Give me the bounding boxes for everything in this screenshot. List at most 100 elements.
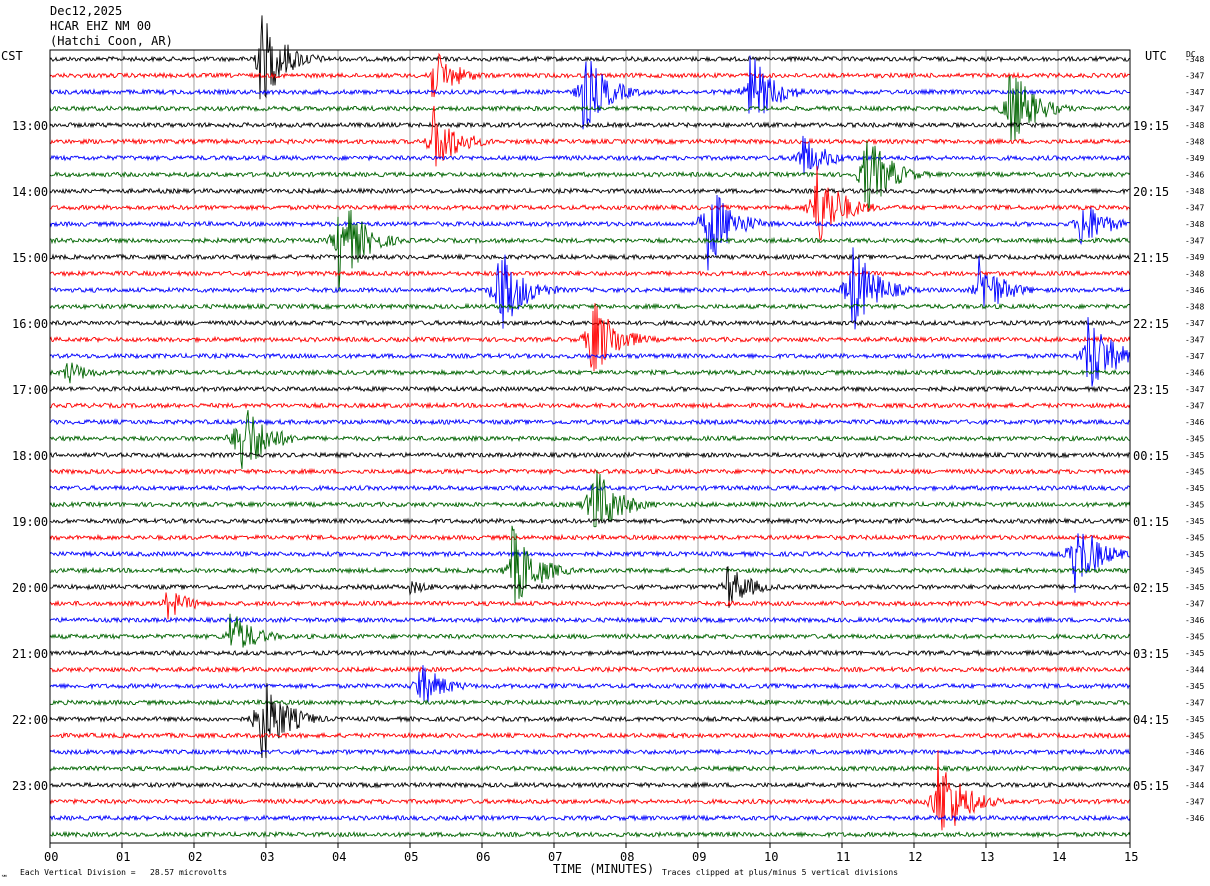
dc-offset-label: -348	[1185, 270, 1204, 279]
trace-line-12	[50, 253, 1131, 261]
x-tick-label-10: 10	[764, 850, 778, 864]
dc-offset-label: -344	[1185, 781, 1204, 790]
trace-line-5	[49, 105, 1131, 167]
left-timezone-label: CST	[1, 49, 23, 63]
right-hour-label: 02:15	[1133, 581, 1169, 595]
dc-offset-label: -347	[1185, 319, 1204, 328]
clip-note: Traces clipped at plus/minus 5 vertical …	[662, 868, 898, 877]
dc-offset-label: -347	[1185, 600, 1204, 609]
dc-offset-label: -345	[1185, 583, 1204, 592]
trace-line-15	[49, 302, 1131, 311]
left-hour-label: 20:00	[12, 581, 48, 595]
dc-offset-label: -347	[1185, 237, 1204, 246]
header-station: HCAR EHZ NM 00	[50, 19, 152, 33]
x-tick-label-15: 15	[1124, 850, 1138, 864]
left-hour-label: 19:00	[12, 515, 48, 529]
trace-line-18	[49, 317, 1131, 387]
trace-line-43	[49, 764, 1131, 773]
dc-offset-label: -346	[1185, 286, 1204, 295]
right-hour-label: 00:15	[1133, 449, 1169, 463]
trace-line-14	[49, 247, 1131, 330]
right-hour-label: 22:15	[1133, 317, 1169, 331]
trace-line-1	[49, 52, 1131, 98]
trace-line-35	[49, 613, 1131, 648]
x-tick-label-14: 14	[1052, 850, 1066, 864]
trace-line-46	[49, 814, 1131, 822]
dc-offset-label: -348	[1185, 187, 1204, 196]
dc-offset-label: -347	[1185, 105, 1204, 114]
trace-line-11	[49, 209, 1131, 292]
dc-offset-label: -346	[1185, 616, 1204, 625]
x-tick-label-07: 07	[548, 850, 562, 864]
trace-line-31	[49, 525, 1131, 604]
dc-offset-label: -346	[1185, 748, 1204, 757]
trace-line-21	[49, 401, 1131, 410]
trace-line-22	[49, 418, 1131, 426]
dc-offset-label: -344	[1185, 666, 1204, 675]
trace-line-27	[49, 470, 1131, 528]
right-hour-label: 05:15	[1133, 779, 1169, 793]
trace-line-19	[49, 362, 1131, 384]
dc-offset-label: -347	[1185, 765, 1204, 774]
dc-label: DC	[1186, 50, 1196, 59]
dc-offset-label: -345	[1185, 649, 1204, 658]
x-tick-label-01: 01	[116, 850, 130, 864]
dc-offset-label: -348	[1185, 121, 1204, 130]
vertical-division-note: Each Vertical Division = 28.57 microvolt…	[20, 868, 227, 877]
x-tick-label-08: 08	[620, 850, 634, 864]
trace-line-8	[49, 187, 1130, 195]
dc-offset-label: -345	[1185, 633, 1204, 642]
dc-offset-label: -347	[1185, 88, 1204, 97]
trace-line-16	[49, 319, 1131, 327]
left-hour-label: 15:00	[12, 251, 48, 265]
trace-line-28	[49, 517, 1131, 525]
dc-offset-label: -345	[1185, 732, 1204, 741]
trace-line-38	[49, 665, 1131, 704]
dc-offset-label: -346	[1185, 814, 1204, 823]
trace-line-26	[49, 484, 1131, 492]
left-hour-label: 17:00	[12, 383, 48, 397]
trace-line-41	[49, 731, 1131, 740]
right-hour-label: 21:15	[1133, 251, 1169, 265]
header-location: (Hatchi Coon, AR)	[50, 34, 173, 48]
trace-line-37	[49, 665, 1131, 674]
trace-line-45	[49, 749, 1131, 831]
right-timezone-label: UTC	[1145, 49, 1167, 63]
trace-line-44	[49, 781, 1131, 789]
trace-line-32	[49, 566, 1131, 608]
dc-offset-label: -347	[1185, 352, 1204, 361]
left-hour-label: 21:00	[12, 647, 48, 661]
dc-offset-label: -346	[1185, 171, 1204, 180]
trace-line-25	[49, 467, 1131, 476]
dc-offset-label: -348	[1185, 138, 1204, 147]
dc-offset-label: -345	[1185, 517, 1204, 526]
right-hour-label: 19:15	[1133, 119, 1169, 133]
left-hour-label: 13:00	[12, 119, 48, 133]
trace-line-34	[49, 616, 1131, 624]
dc-offset-label: -345	[1185, 484, 1204, 493]
dc-offset-label: -345	[1185, 501, 1204, 510]
dc-offset-label: -345	[1185, 682, 1204, 691]
left-hour-label: 14:00	[12, 185, 48, 199]
trace-line-42	[49, 748, 1131, 756]
plot-grid	[121, 50, 1059, 843]
corner-mark: ℠	[1, 874, 8, 882]
trace-line-7	[49, 140, 1131, 212]
trace-line-36	[49, 649, 1131, 657]
dc-offset-label: -348	[1185, 303, 1204, 312]
trace-line-9	[49, 165, 1131, 242]
trace-line-4	[49, 121, 1131, 129]
trace-line-39	[49, 698, 1131, 707]
trace-line-40	[49, 683, 1131, 759]
right-hour-label: 23:15	[1133, 383, 1169, 397]
left-hour-label: 23:00	[12, 779, 48, 793]
x-tick-label-13: 13	[980, 850, 994, 864]
trace-line-29	[49, 533, 1131, 542]
dc-offset-label: -347	[1185, 699, 1204, 708]
header-date: Dec12,2025	[50, 4, 123, 18]
right-hour-label: 20:15	[1133, 185, 1169, 199]
x-tick-label-11: 11	[836, 850, 850, 864]
dc-offset-label: -348	[1185, 55, 1204, 64]
trace-line-33	[49, 592, 1131, 620]
